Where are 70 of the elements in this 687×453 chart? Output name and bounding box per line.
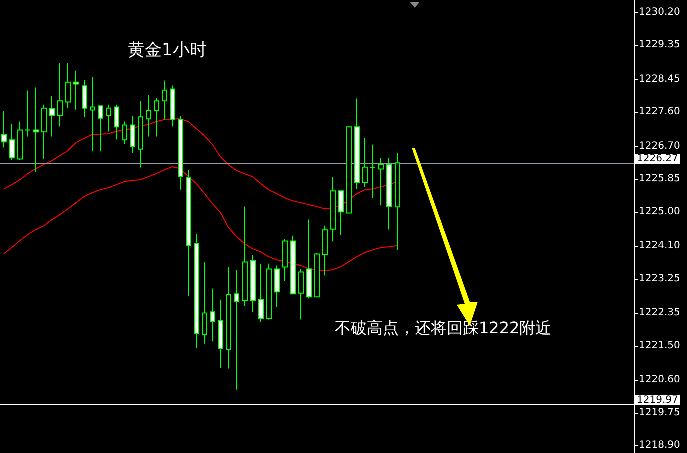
candlestick: [266, 263, 272, 320]
candlestick: [106, 104, 111, 132]
y-tick-label: 1224.10: [639, 240, 680, 252]
y-tick-label: 1227.60: [639, 106, 680, 118]
candlestick: [234, 269, 239, 390]
candlestick: [17, 121, 23, 161]
candlestick: [338, 190, 344, 236]
candlestick: [210, 288, 215, 342]
candlestick: [274, 265, 280, 308]
candlestick: [258, 263, 264, 323]
y-tick-label: 1228.45: [639, 74, 680, 86]
candlestick: [73, 70, 79, 110]
y-tick-label: 1222.35: [639, 308, 680, 319]
candlestick: [298, 268, 304, 320]
candlestick: [362, 138, 368, 188]
candlestick: [162, 80, 167, 120]
candlestick: [138, 100, 143, 168]
candlestick: [314, 252, 320, 298]
candlestick: [395, 152, 400, 251]
candlestick: [65, 62, 71, 109]
candlestick: [186, 170, 191, 297]
candlestick: [386, 158, 392, 230]
text: 黄金1小时: [128, 40, 207, 60]
y-tick-label: 1221.50: [639, 340, 680, 352]
y-tick-label: 1229.35: [639, 40, 680, 51]
candlestick: [282, 238, 288, 282]
candlestick: [9, 124, 15, 161]
candlestick: [330, 176, 336, 242]
candlestick: [122, 121, 127, 145]
candlestick: [194, 233, 199, 349]
y-tick-label: 1223.25: [639, 273, 680, 284]
candlestick: [82, 80, 87, 118]
annotation: 不破高点，还将回踩1222附近: [335, 318, 552, 338]
candlestick: [25, 90, 31, 138]
candlestick: [154, 98, 159, 138]
candlestick: [98, 106, 103, 152]
candlestick: [378, 158, 384, 206]
y-tick-label: 1220.60: [639, 374, 680, 386]
candlestick: [202, 262, 207, 344]
candlestick: [290, 235, 296, 295]
candlestick: [226, 266, 231, 370]
candlestick: [250, 254, 256, 313]
ref-line-label: 1226.27: [637, 154, 678, 165]
candlestick: [322, 225, 328, 276]
candlestick: [354, 98, 360, 190]
ref-line-label: 1219.97: [637, 394, 678, 406]
candlestick: [49, 96, 55, 138]
candlestick: [306, 219, 312, 300]
candlestick: [370, 144, 376, 199]
line-series: [4, 118, 398, 210]
candlestick: [346, 126, 352, 214]
candlestick: [57, 62, 63, 128]
candlestick: [218, 299, 223, 368]
y-tick-label: 1226.70: [639, 141, 680, 152]
candlestick: [90, 76, 95, 152]
candlestick: [146, 94, 151, 138]
candlestick: [178, 116, 183, 190]
candlestick: [1, 110, 7, 148]
candlestick: [41, 104, 47, 160]
y-tick-label: 1219.75: [639, 407, 680, 418]
candlestick: [242, 206, 248, 306]
y-tick-label: 1230.20: [639, 7, 680, 18]
candlestick: [33, 87, 39, 173]
candlestick: [170, 85, 175, 128]
candlestick: [130, 116, 135, 154]
y-tick-label: 1218.90: [639, 440, 680, 451]
line-series: [4, 166, 398, 272]
candlestick: [114, 104, 119, 140]
y-tick-label: 1225.00: [639, 206, 680, 218]
y-tick-label: 1225.85: [639, 174, 680, 185]
